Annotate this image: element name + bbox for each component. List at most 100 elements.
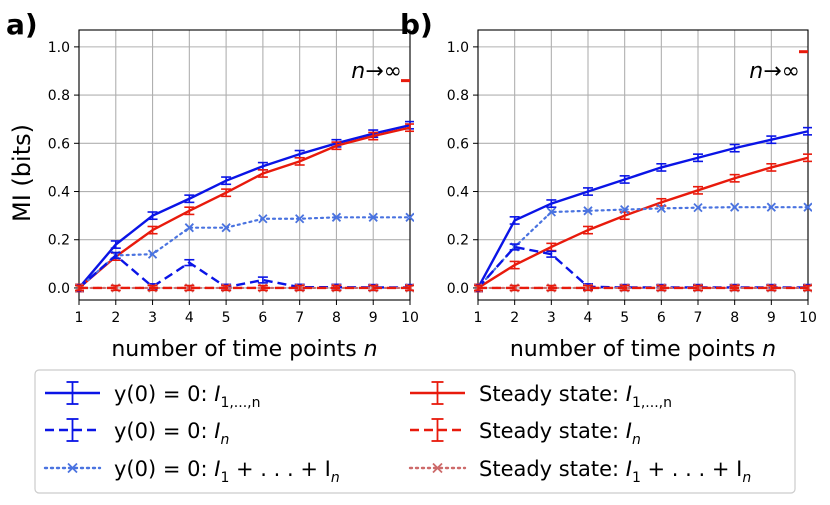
panel-b: 1 2 3 4 5 6 7 8 9 10 0.0 0.2 0.4 0.6 0.8 1.0 b) number of… <box>400 8 817 362</box>
legend-label-symbol: I <box>214 457 220 481</box>
x-tick-label: 3 <box>547 310 556 326</box>
series-solid <box>75 123 414 293</box>
legend: y(0) = 0: I1,...,ny(0) = 0: Iny(0) = 0: … <box>34 369 796 494</box>
legend-frame <box>34 369 796 494</box>
x-tick-label: 8 <box>730 310 739 326</box>
x-marker <box>803 202 812 212</box>
legend-label-symbol: I <box>214 419 220 443</box>
legend-entry: y(0) = 0: In <box>45 418 229 448</box>
x-marker <box>546 207 556 217</box>
y-tick-label: 0.4 <box>48 185 70 201</box>
series-line <box>476 206 810 290</box>
series-dashed <box>474 284 812 292</box>
x-axis-label: number of time points n <box>111 337 377 362</box>
annotation-n: n <box>749 59 763 84</box>
y-tick-label: 0.6 <box>447 136 469 152</box>
legend-label-subscript: 1 <box>632 470 641 486</box>
x-tick-label: 9 <box>767 310 776 326</box>
series-line <box>78 126 411 289</box>
x-marker <box>405 212 414 222</box>
series-line <box>477 156 809 289</box>
x-marker <box>221 223 231 233</box>
series-dashed <box>75 251 414 292</box>
x-tick-label: 4 <box>584 310 593 326</box>
asymptote-annotation: n→∞ <box>749 59 800 84</box>
x-tick-label: 3 <box>148 310 157 326</box>
x-axis-label-text: number of time points <box>510 337 762 362</box>
series-solid <box>474 153 812 293</box>
legend-label-prefix: Steady state: <box>479 382 626 406</box>
series-dotted <box>75 212 414 293</box>
x-marker <box>258 214 268 224</box>
legend-label-subscript: n <box>742 470 751 486</box>
legend-entry: Steady state: I1,...,n <box>410 381 672 411</box>
series-line <box>476 130 809 289</box>
legend-label-prefix: y(0) = 0: <box>114 457 214 481</box>
x-tick-label: 7 <box>694 310 703 326</box>
y-axis-label: MI (bits) <box>8 124 36 222</box>
x-marker <box>766 202 776 212</box>
y-tick-label: 0.2 <box>447 233 469 249</box>
legend-label: y(0) = 0: In <box>114 419 229 448</box>
legend-label-prefix: y(0) = 0: <box>114 419 214 443</box>
legend-label: y(0) = 0: I1,...,n <box>114 382 260 411</box>
x-marker <box>620 204 630 215</box>
legend-label: Steady state: I1 + . . . + In <box>479 457 751 486</box>
series-line <box>78 253 410 289</box>
series-dotted <box>474 202 812 293</box>
series-line <box>78 124 411 289</box>
x-marker <box>368 212 378 222</box>
legend-label-subscript: n <box>632 432 641 448</box>
legend-label-suffix: + . . . + I <box>229 457 330 481</box>
x-tick-label: 1 <box>474 310 483 326</box>
x-tick-label: 4 <box>185 310 194 326</box>
x-marker <box>656 203 666 214</box>
x-marker <box>184 223 194 233</box>
x-marker <box>295 214 305 224</box>
x-tick-label: 8 <box>332 310 341 326</box>
x-tick-label: 5 <box>620 310 629 326</box>
x-axis-label-variable: n <box>762 337 776 362</box>
legend-label-prefix: Steady state: <box>479 419 626 443</box>
panel-a: 1 2 3 4 5 6 7 8 9 10 0.0 0.2 0.4 0.6 0.8 1.0 a) number of… <box>6 8 419 362</box>
x-tick-label: 6 <box>657 310 666 326</box>
legend-label-subscript: n <box>220 432 229 448</box>
legend-label-prefix: Steady state: <box>479 457 626 481</box>
y-tick-label: 1.0 <box>48 40 70 56</box>
panel-label: b) <box>400 8 433 41</box>
series-line <box>477 245 808 289</box>
legend-swatch-marker <box>432 462 443 474</box>
y-tick-label: 0.8 <box>447 88 469 104</box>
asymptote-annotation: n→∞ <box>351 59 402 84</box>
series-line <box>77 216 412 290</box>
x-tick-label: 1 <box>75 310 84 326</box>
x-tick-label: 5 <box>222 310 231 326</box>
legend-label-subscript: 1 <box>220 470 229 486</box>
x-axis-label-text: number of time points <box>111 337 363 362</box>
legend-entry: Steady state: I1 + . . . + In <box>408 457 751 486</box>
legend-label: y(0) = 0: I1 + . . . + In <box>114 457 340 486</box>
y-tick-label: 0.0 <box>447 281 469 297</box>
panel-label: a) <box>6 8 38 41</box>
x-marker <box>693 203 703 213</box>
x-marker <box>147 249 158 259</box>
y-tick-label: 1.0 <box>447 40 469 56</box>
series-dashed <box>474 243 812 292</box>
x-tick-label: 9 <box>369 310 378 326</box>
y-tick-label: 0.6 <box>48 136 70 152</box>
axes-frame <box>78 29 411 301</box>
x-tick-label: 10 <box>401 310 419 326</box>
x-marker <box>331 212 342 222</box>
legend-label: Steady state: In <box>479 419 641 448</box>
legend-entry: Steady state: In <box>410 418 641 448</box>
legend-label-suffix: + . . . + I <box>641 457 742 481</box>
series-solid <box>474 126 812 293</box>
y-tick-label: 0.2 <box>48 233 70 249</box>
annotation-n: n <box>351 59 365 84</box>
legend-entry: y(0) = 0: I1,...,n <box>45 381 260 411</box>
x-tick-label: 7 <box>295 310 304 326</box>
series-solid <box>75 120 414 293</box>
legend-entry: y(0) = 0: I1 + . . . + In <box>43 457 340 486</box>
legend-label-subscript: n <box>331 470 340 486</box>
y-tick-label: 0.4 <box>447 185 469 201</box>
